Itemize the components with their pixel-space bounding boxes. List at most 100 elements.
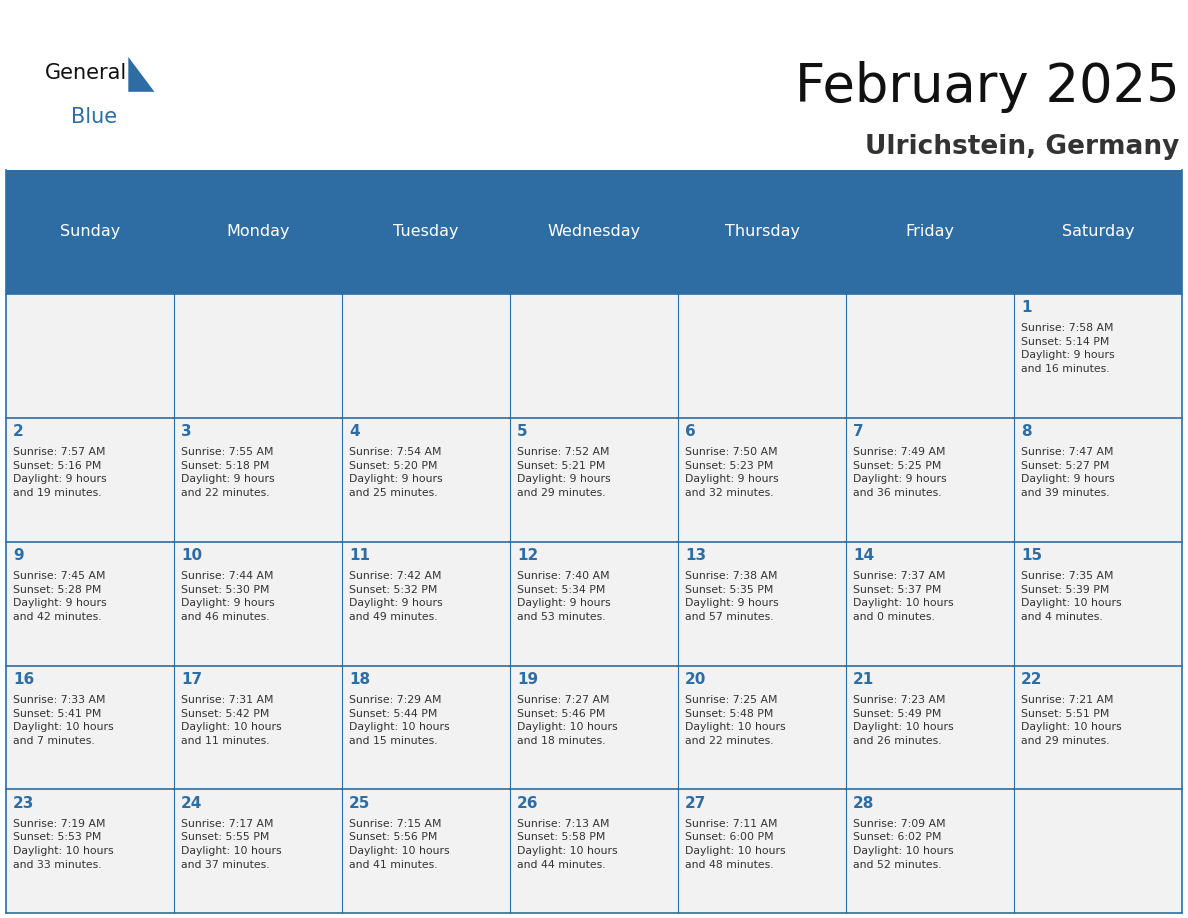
Text: 17: 17 bbox=[181, 672, 202, 687]
Bar bbox=[1015, 542, 1182, 666]
Text: Sunrise: 7:50 AM
Sunset: 5:23 PM
Daylight: 9 hours
and 32 minutes.: Sunrise: 7:50 AM Sunset: 5:23 PM Dayligh… bbox=[685, 447, 779, 498]
Bar bbox=[510, 418, 678, 542]
Text: 12: 12 bbox=[517, 548, 538, 563]
Text: General: General bbox=[45, 63, 127, 84]
Text: Sunrise: 7:21 AM
Sunset: 5:51 PM
Daylight: 10 hours
and 29 minutes.: Sunrise: 7:21 AM Sunset: 5:51 PM Dayligh… bbox=[1022, 695, 1121, 745]
Bar bbox=[173, 170, 342, 294]
Text: Sunrise: 7:44 AM
Sunset: 5:30 PM
Daylight: 9 hours
and 46 minutes.: Sunrise: 7:44 AM Sunset: 5:30 PM Dayligh… bbox=[181, 571, 274, 621]
Bar bbox=[342, 542, 510, 666]
Text: 10: 10 bbox=[181, 548, 202, 563]
Bar bbox=[342, 789, 510, 913]
Bar bbox=[1015, 170, 1182, 294]
Text: Sunrise: 7:35 AM
Sunset: 5:39 PM
Daylight: 10 hours
and 4 minutes.: Sunrise: 7:35 AM Sunset: 5:39 PM Dayligh… bbox=[1022, 571, 1121, 621]
Polygon shape bbox=[128, 57, 154, 92]
Bar bbox=[6, 294, 173, 418]
Text: 20: 20 bbox=[685, 672, 707, 687]
Text: 19: 19 bbox=[517, 672, 538, 687]
Text: 25: 25 bbox=[349, 796, 371, 811]
Text: Sunrise: 7:23 AM
Sunset: 5:49 PM
Daylight: 10 hours
and 26 minutes.: Sunrise: 7:23 AM Sunset: 5:49 PM Dayligh… bbox=[853, 695, 954, 745]
Text: Sunrise: 7:25 AM
Sunset: 5:48 PM
Daylight: 10 hours
and 22 minutes.: Sunrise: 7:25 AM Sunset: 5:48 PM Dayligh… bbox=[685, 695, 785, 745]
Text: 22: 22 bbox=[1022, 672, 1043, 687]
Text: 14: 14 bbox=[853, 548, 874, 563]
Text: 18: 18 bbox=[349, 672, 371, 687]
Text: Sunrise: 7:13 AM
Sunset: 5:58 PM
Daylight: 10 hours
and 44 minutes.: Sunrise: 7:13 AM Sunset: 5:58 PM Dayligh… bbox=[517, 819, 618, 869]
Bar bbox=[510, 666, 678, 789]
Text: Ulrichstein, Germany: Ulrichstein, Germany bbox=[865, 134, 1180, 160]
Bar bbox=[342, 294, 510, 418]
Text: 4: 4 bbox=[349, 424, 360, 439]
Text: Sunrise: 7:31 AM
Sunset: 5:42 PM
Daylight: 10 hours
and 11 minutes.: Sunrise: 7:31 AM Sunset: 5:42 PM Dayligh… bbox=[181, 695, 282, 745]
Text: Sunrise: 7:27 AM
Sunset: 5:46 PM
Daylight: 10 hours
and 18 minutes.: Sunrise: 7:27 AM Sunset: 5:46 PM Dayligh… bbox=[517, 695, 618, 745]
Text: Sunrise: 7:57 AM
Sunset: 5:16 PM
Daylight: 9 hours
and 19 minutes.: Sunrise: 7:57 AM Sunset: 5:16 PM Dayligh… bbox=[13, 447, 107, 498]
Text: Sunrise: 7:42 AM
Sunset: 5:32 PM
Daylight: 9 hours
and 49 minutes.: Sunrise: 7:42 AM Sunset: 5:32 PM Dayligh… bbox=[349, 571, 443, 621]
Bar bbox=[6, 789, 173, 913]
Text: Sunrise: 7:52 AM
Sunset: 5:21 PM
Daylight: 9 hours
and 29 minutes.: Sunrise: 7:52 AM Sunset: 5:21 PM Dayligh… bbox=[517, 447, 611, 498]
Text: Friday: Friday bbox=[905, 224, 954, 240]
Bar bbox=[342, 170, 510, 294]
Bar bbox=[678, 666, 846, 789]
Bar bbox=[1015, 294, 1182, 418]
Text: 3: 3 bbox=[181, 424, 191, 439]
Text: Tuesday: Tuesday bbox=[393, 224, 459, 240]
Text: Sunrise: 7:54 AM
Sunset: 5:20 PM
Daylight: 9 hours
and 25 minutes.: Sunrise: 7:54 AM Sunset: 5:20 PM Dayligh… bbox=[349, 447, 443, 498]
Bar bbox=[6, 170, 173, 294]
Text: Sunrise: 7:29 AM
Sunset: 5:44 PM
Daylight: 10 hours
and 15 minutes.: Sunrise: 7:29 AM Sunset: 5:44 PM Dayligh… bbox=[349, 695, 450, 745]
Bar bbox=[173, 418, 342, 542]
Text: Sunrise: 7:09 AM
Sunset: 6:02 PM
Daylight: 10 hours
and 52 minutes.: Sunrise: 7:09 AM Sunset: 6:02 PM Dayligh… bbox=[853, 819, 954, 869]
Bar bbox=[846, 542, 1015, 666]
Text: Sunday: Sunday bbox=[59, 224, 120, 240]
Bar bbox=[173, 789, 342, 913]
Bar bbox=[1015, 789, 1182, 913]
Bar bbox=[846, 418, 1015, 542]
Bar bbox=[1015, 418, 1182, 542]
Bar bbox=[342, 418, 510, 542]
Text: 27: 27 bbox=[685, 796, 707, 811]
Bar bbox=[510, 789, 678, 913]
Text: Sunrise: 7:55 AM
Sunset: 5:18 PM
Daylight: 9 hours
and 22 minutes.: Sunrise: 7:55 AM Sunset: 5:18 PM Dayligh… bbox=[181, 447, 274, 498]
Bar bbox=[678, 418, 846, 542]
Text: 21: 21 bbox=[853, 672, 874, 687]
Bar bbox=[678, 542, 846, 666]
Bar bbox=[678, 789, 846, 913]
Text: Sunrise: 7:15 AM
Sunset: 5:56 PM
Daylight: 10 hours
and 41 minutes.: Sunrise: 7:15 AM Sunset: 5:56 PM Dayligh… bbox=[349, 819, 450, 869]
Text: 16: 16 bbox=[13, 672, 34, 687]
Bar bbox=[510, 542, 678, 666]
Bar bbox=[846, 294, 1015, 418]
Bar bbox=[510, 170, 678, 294]
Text: Sunrise: 7:58 AM
Sunset: 5:14 PM
Daylight: 9 hours
and 16 minutes.: Sunrise: 7:58 AM Sunset: 5:14 PM Dayligh… bbox=[1022, 323, 1114, 374]
Text: 28: 28 bbox=[853, 796, 874, 811]
Text: Sunrise: 7:38 AM
Sunset: 5:35 PM
Daylight: 9 hours
and 57 minutes.: Sunrise: 7:38 AM Sunset: 5:35 PM Dayligh… bbox=[685, 571, 779, 621]
Bar bbox=[678, 294, 846, 418]
Text: Sunrise: 7:11 AM
Sunset: 6:00 PM
Daylight: 10 hours
and 48 minutes.: Sunrise: 7:11 AM Sunset: 6:00 PM Dayligh… bbox=[685, 819, 785, 869]
Bar bbox=[846, 789, 1015, 913]
Bar bbox=[173, 294, 342, 418]
Text: Sunrise: 7:33 AM
Sunset: 5:41 PM
Daylight: 10 hours
and 7 minutes.: Sunrise: 7:33 AM Sunset: 5:41 PM Dayligh… bbox=[13, 695, 114, 745]
Bar bbox=[342, 666, 510, 789]
Text: 26: 26 bbox=[517, 796, 538, 811]
Text: 5: 5 bbox=[517, 424, 527, 439]
Text: Sunrise: 7:40 AM
Sunset: 5:34 PM
Daylight: 9 hours
and 53 minutes.: Sunrise: 7:40 AM Sunset: 5:34 PM Dayligh… bbox=[517, 571, 611, 621]
Bar bbox=[6, 666, 173, 789]
Text: 7: 7 bbox=[853, 424, 864, 439]
Text: Wednesday: Wednesday bbox=[548, 224, 640, 240]
Text: 2: 2 bbox=[13, 424, 24, 439]
Text: Sunrise: 7:49 AM
Sunset: 5:25 PM
Daylight: 9 hours
and 36 minutes.: Sunrise: 7:49 AM Sunset: 5:25 PM Dayligh… bbox=[853, 447, 947, 498]
Text: 24: 24 bbox=[181, 796, 202, 811]
Bar bbox=[846, 666, 1015, 789]
Bar bbox=[678, 170, 846, 294]
Text: 11: 11 bbox=[349, 548, 371, 563]
Text: 9: 9 bbox=[13, 548, 24, 563]
Text: Sunrise: 7:45 AM
Sunset: 5:28 PM
Daylight: 9 hours
and 42 minutes.: Sunrise: 7:45 AM Sunset: 5:28 PM Dayligh… bbox=[13, 571, 107, 621]
Bar bbox=[173, 666, 342, 789]
Bar bbox=[1015, 666, 1182, 789]
Text: 8: 8 bbox=[1022, 424, 1032, 439]
Text: Sunrise: 7:19 AM
Sunset: 5:53 PM
Daylight: 10 hours
and 33 minutes.: Sunrise: 7:19 AM Sunset: 5:53 PM Dayligh… bbox=[13, 819, 114, 869]
Bar bbox=[6, 542, 173, 666]
Text: Thursday: Thursday bbox=[725, 224, 800, 240]
Text: 1: 1 bbox=[1022, 300, 1031, 315]
Bar bbox=[510, 294, 678, 418]
Text: February 2025: February 2025 bbox=[795, 62, 1180, 113]
Text: Blue: Blue bbox=[71, 106, 118, 127]
Text: Saturday: Saturday bbox=[1062, 224, 1135, 240]
Text: Monday: Monday bbox=[226, 224, 290, 240]
